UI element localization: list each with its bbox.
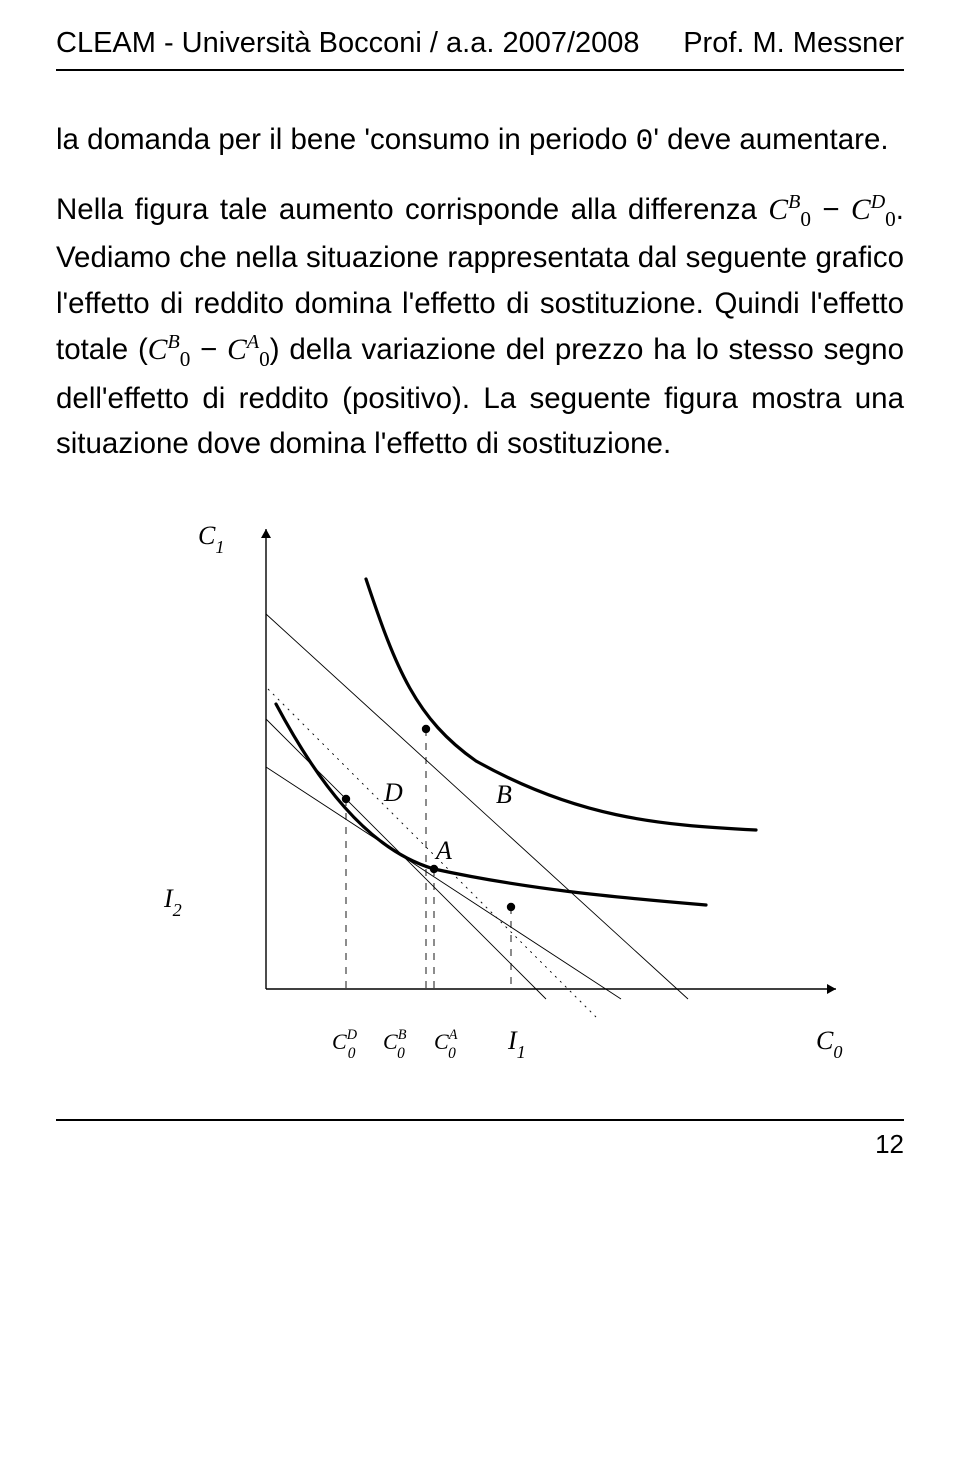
header-rule (56, 69, 904, 71)
p1-part-a: la domanda per il bene 'consumo in perio… (56, 123, 636, 156)
p1-part-b: ' deve aumentare. (653, 123, 888, 156)
math-minus-1: − (811, 193, 851, 226)
math-minus-2: − (190, 333, 227, 366)
math-cb0: CB0 (768, 193, 811, 226)
footer-rule (56, 1119, 904, 1121)
p2-part-a: Nella figura tale aumento corrisponde al… (56, 193, 768, 226)
paragraph-2: Nella figura tale aumento corrisponde al… (56, 187, 904, 467)
paragraph-1: la domanda per il bene 'consumo in perio… (56, 117, 904, 165)
page-header: CLEAM - Università Bocconi / a.a. 2007/2… (56, 26, 904, 69)
page-container: CLEAM - Università Bocconi / a.a. 2007/2… (0, 0, 960, 1180)
svg-text:A: A (434, 836, 452, 865)
svg-text:B: B (496, 780, 512, 809)
header-right: Prof. M. Messner (683, 26, 904, 61)
page-number: 12 (56, 1127, 904, 1160)
header-left: CLEAM - Università Bocconi / a.a. 2007/2… (56, 26, 640, 61)
math-cb0-2: CB0 (148, 333, 191, 366)
inline-zero: 0 (636, 124, 654, 158)
body-text: la domanda per il bene 'consumo in perio… (56, 117, 904, 467)
economics-chart: DABC1C0I2I1CD0CB0CA0 (56, 489, 904, 1089)
math-ca0: CA0 (227, 333, 270, 366)
chart-container: DABC1C0I2I1CD0CB0CA0 (56, 489, 904, 1089)
math-cd0: CD0 (851, 193, 896, 226)
svg-text:D: D (383, 778, 403, 807)
